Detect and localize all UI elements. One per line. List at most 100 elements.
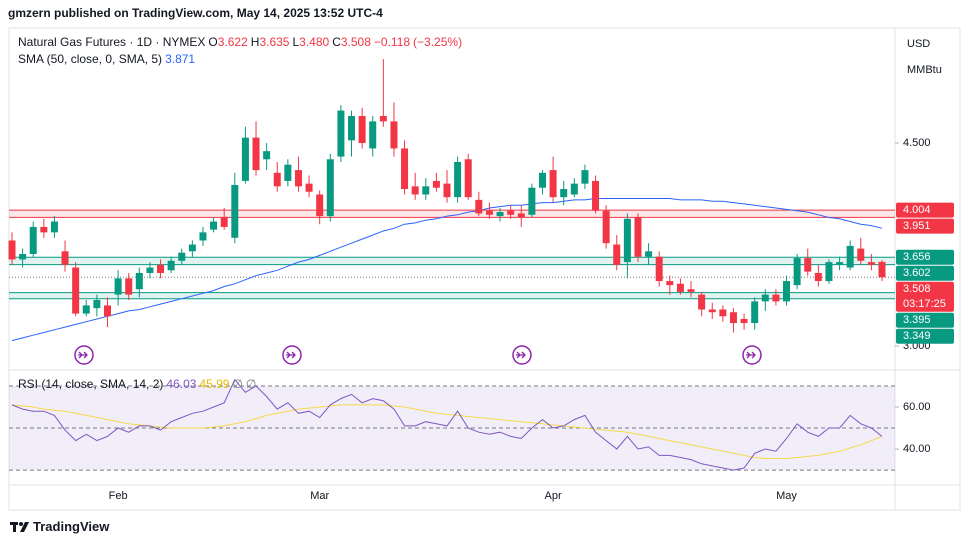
main-legend: Natural Gas Futures · 1D · NYMEX O3.622 H3… xyxy=(18,35,465,49)
quote-key: O xyxy=(208,35,218,49)
zone xyxy=(9,210,895,218)
sma-legend: SMA (50, close, 0, SMA, 5) 3.871 xyxy=(18,52,198,66)
quote-value: 3.508 xyxy=(340,35,371,49)
candle-body xyxy=(401,148,409,190)
price-label: 3.602 xyxy=(903,267,931,279)
change: −0.118 xyxy=(373,35,411,49)
candle-body xyxy=(135,272,143,290)
zone xyxy=(9,257,895,265)
candle-body xyxy=(305,183,313,192)
candle-body xyxy=(814,272,822,282)
quote-key: L xyxy=(292,35,300,49)
rsi-tick-label: 40.00 xyxy=(903,443,931,455)
na-label: ∅ xyxy=(232,377,243,391)
candle-body xyxy=(475,199,483,214)
candle-body xyxy=(528,187,536,215)
sma-value: 3.871 xyxy=(165,52,196,66)
countdown-label: 03:17:25 xyxy=(903,298,946,310)
candle-body xyxy=(252,137,260,171)
event-icon[interactable] xyxy=(282,345,302,365)
candle-body xyxy=(422,186,430,195)
candle-body xyxy=(178,252,186,261)
candle-body xyxy=(793,258,801,286)
candle-body xyxy=(857,248,865,261)
price-label-bg xyxy=(896,249,954,265)
candle-body xyxy=(454,161,462,198)
candle-body xyxy=(676,283,684,292)
candle-body xyxy=(263,151,271,160)
unit: MMBtu xyxy=(907,64,942,76)
candle-body xyxy=(772,294,780,302)
candle-body xyxy=(719,309,727,317)
quote-value: 3.635 xyxy=(259,35,290,49)
candle-body xyxy=(432,180,440,188)
candle-body xyxy=(379,115,387,122)
candle-body xyxy=(125,278,133,295)
price-label-bg xyxy=(896,281,954,312)
candle-body xyxy=(294,170,302,187)
event-icon[interactable] xyxy=(74,345,94,365)
candle-body xyxy=(8,240,16,260)
candle-body xyxy=(50,221,58,233)
candle-body xyxy=(517,213,525,218)
publisher: gmzern published on TradingView.com, May… xyxy=(8,6,383,20)
candle-body xyxy=(740,318,748,324)
candle-body xyxy=(761,294,769,302)
price-label-bg xyxy=(896,265,954,281)
candle-body xyxy=(220,217,228,227)
candle-body xyxy=(804,258,812,272)
candle-body xyxy=(241,137,249,181)
candle-body xyxy=(783,281,791,302)
candle-body xyxy=(40,226,48,233)
currency: USD xyxy=(907,38,930,50)
candle-body xyxy=(82,305,90,314)
candle-body xyxy=(369,121,377,149)
candle-body xyxy=(284,164,292,181)
candle-body xyxy=(326,159,334,217)
candle-body xyxy=(157,264,165,273)
title: Natural Gas Futures · 1D · NYMEX xyxy=(18,35,206,49)
candle-body xyxy=(581,170,589,184)
price-label: 3.349 xyxy=(903,330,931,342)
candle-body xyxy=(358,115,366,144)
candle-body xyxy=(464,159,472,198)
candle-body xyxy=(507,210,515,215)
candle-body xyxy=(708,309,716,313)
candle-body xyxy=(72,267,80,314)
candle-body xyxy=(623,218,631,263)
candle-body xyxy=(613,244,621,265)
candle-body xyxy=(61,251,69,265)
candle-body xyxy=(390,121,398,149)
x-tick-label: Apr xyxy=(545,490,562,502)
candle-body xyxy=(698,294,706,310)
rsi-line xyxy=(11,378,883,471)
quote-key: C xyxy=(332,35,341,49)
event-icon[interactable] xyxy=(512,345,532,365)
candle-body xyxy=(560,189,568,198)
events xyxy=(74,345,762,365)
candle-body xyxy=(602,210,610,244)
x-tick-label: May xyxy=(776,490,797,502)
event-icon[interactable] xyxy=(742,345,762,365)
candle-body xyxy=(836,262,844,265)
candle-body xyxy=(878,261,886,278)
price-label: 4.004 xyxy=(903,204,931,216)
candle-body xyxy=(729,312,737,324)
zone xyxy=(9,292,895,299)
rsi-legend: RSI (14, close, SMA, 14, 2) 46.03 45.99 ∅ ∅ xyxy=(18,377,259,391)
candle-body xyxy=(634,217,642,257)
candle-body xyxy=(210,221,218,230)
price-label: 3.656 xyxy=(903,251,931,263)
candle-body xyxy=(751,301,759,324)
price-label: 3.951 xyxy=(903,220,931,232)
candle-body xyxy=(570,183,578,195)
candle-body xyxy=(846,245,854,268)
quote-value: 3.622 xyxy=(217,35,248,49)
sma-line xyxy=(11,198,883,342)
rsi-tick-label: 60.00 xyxy=(903,401,931,413)
candle-body xyxy=(114,278,122,295)
candle-body xyxy=(19,254,27,260)
brand: TradingView xyxy=(33,519,110,534)
